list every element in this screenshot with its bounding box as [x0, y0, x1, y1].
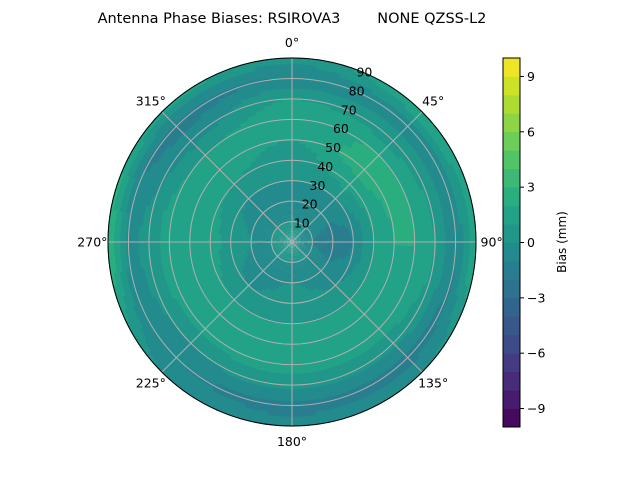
chart-title: Antenna Phase Biases: RSIROVA3 NONE QZSS…: [98, 11, 487, 27]
